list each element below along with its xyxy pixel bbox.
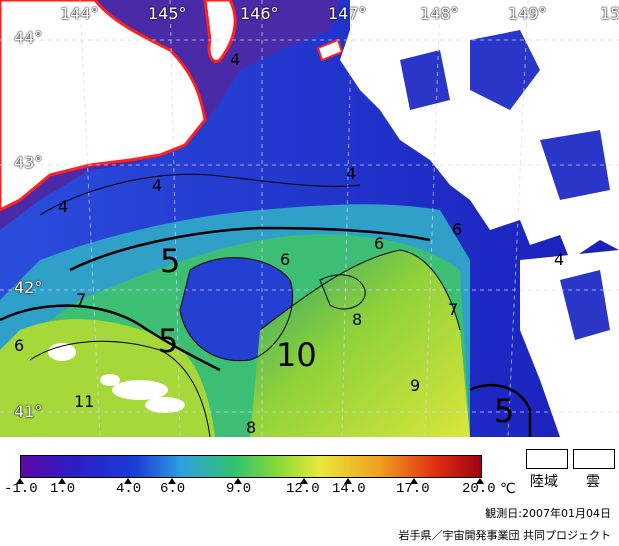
cloud-legend-label: 雲: [586, 474, 600, 490]
colorbar-tick: [476, 478, 484, 484]
colorbar-tick: [168, 478, 176, 484]
colorbar-tick-label: 20.0: [462, 481, 496, 497]
contour-label: 4: [230, 50, 241, 69]
colorbar-tick: [16, 478, 24, 484]
longitude-label: 15: [600, 4, 619, 23]
latitude-label: 41°: [14, 402, 43, 421]
contour-label: 5: [158, 322, 179, 360]
longitude-label: 147°: [328, 4, 367, 23]
contour-label: 6: [14, 336, 25, 355]
colorbar-tick-label: 17.0: [396, 481, 430, 497]
temperature-colorbar: [20, 455, 482, 478]
latitude-label: 44°: [14, 28, 43, 47]
contour-label: 9: [410, 376, 421, 395]
contour-label: 11: [74, 392, 95, 411]
graticule: [0, 0, 619, 437]
colorbar-tick-label: 1.0: [50, 481, 76, 497]
contour-label: 5: [494, 392, 515, 430]
colorbar-tick: [300, 478, 308, 484]
contour-label: 7: [448, 300, 459, 319]
contour-label: 7: [76, 290, 87, 309]
colorbar-tick-label: 14.0: [332, 481, 366, 497]
longitude-label: 144°: [60, 4, 99, 23]
land-legend-label: 陸域: [530, 474, 558, 490]
contour-label: 8: [352, 310, 363, 329]
colorbar-tick: [410, 478, 418, 484]
contour-label: 6: [452, 220, 463, 239]
observation-date: 観測日:2007年01月04日: [485, 507, 611, 520]
credit-text: 岩手県／宇宙開発事業団 共同プロジェクト: [398, 529, 612, 542]
contour-label: 4: [58, 197, 69, 216]
colorbar-tick-label: 4.0: [116, 481, 142, 497]
contour-label: 4: [554, 250, 565, 269]
longitude-label: 148°: [420, 4, 459, 23]
colorbar-tick-label: -1.0: [4, 481, 38, 497]
contour-label: 4: [346, 164, 357, 183]
contour-label: 5: [160, 242, 181, 280]
colorbar-tick: [344, 478, 352, 484]
small-island-land: [316, 38, 344, 62]
land-legend-swatch: [526, 449, 568, 469]
colorbar-tick: [58, 478, 66, 484]
temperature-unit: ℃: [500, 481, 516, 497]
isotherm-contours: [0, 173, 532, 437]
colorbar-tick: [234, 478, 242, 484]
contour-label: 6: [280, 250, 291, 269]
contour-label: 10: [276, 336, 317, 374]
longitude-label: 146°: [240, 4, 279, 23]
latitude-label: 42°: [14, 278, 43, 297]
sst-map: [0, 0, 619, 437]
colorbar-tick-label: 12.0: [286, 481, 320, 497]
longitude-label: 145°: [148, 4, 187, 23]
hokkaido-land: [0, 0, 207, 212]
colorbar-tick-label: 9.0: [226, 481, 252, 497]
colorbar-tick-label: 6.0: [160, 481, 186, 497]
contour-label: 4: [152, 176, 163, 195]
colorbar-tick: [124, 478, 132, 484]
island-land: [203, 0, 237, 63]
longitude-label: 149°: [508, 4, 547, 23]
cloud-legend-swatch: [573, 449, 615, 469]
latitude-label: 43°: [14, 153, 43, 172]
contour-label: 6: [374, 234, 385, 253]
contour-label: 8: [246, 418, 257, 437]
